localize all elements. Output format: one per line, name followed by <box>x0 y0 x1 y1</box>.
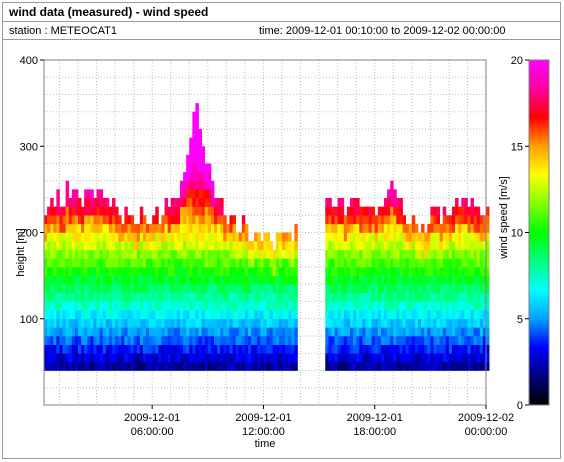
heatmap-cells <box>44 103 490 371</box>
colorbar-tick-label: 10 <box>511 228 523 240</box>
grid-lines <box>44 60 487 405</box>
colorbar-tick-label: 15 <box>511 141 523 153</box>
x-tick-label: 12:00:00 <box>242 426 285 438</box>
colorbar-tick-label: 0 <box>517 400 523 412</box>
x-tick-label: 2009-12-02 <box>458 412 514 424</box>
y-tick-label: 400 <box>20 55 38 67</box>
time-range-label: time: 2009-12-01 00:10:00 to 2009-12-02 … <box>259 25 506 37</box>
y-tick-label: 200 <box>20 228 38 240</box>
x-tick-label: 06:00:00 <box>131 426 174 438</box>
y-axis-label: height [m] <box>15 228 27 276</box>
colorbar <box>528 59 550 406</box>
x-tick-label: 2009-12-01 <box>347 412 403 424</box>
colorbar-tick-label: 5 <box>517 314 523 326</box>
info-bar: station : METEOCAT1 time: 2009-12-01 00:… <box>3 22 560 40</box>
colorbar-label: wind speed [m/s] <box>498 176 510 260</box>
title-bar: wind data (measured) - wind speed <box>3 3 560 22</box>
station-label: station : METEOCAT1 <box>9 25 117 37</box>
x-tick-label: 18:00:00 <box>353 426 396 438</box>
x-tick-label: 00:00:00 <box>465 426 508 438</box>
colorbar-tick-label: 20 <box>511 55 523 67</box>
y-tick-label: 100 <box>20 314 38 326</box>
x-tick-label: 2009-12-01 <box>235 412 291 424</box>
y-tick-label: 300 <box>20 141 38 153</box>
x-tick-label: 2009-12-01 <box>124 412 180 424</box>
x-axis-label: time <box>255 438 276 450</box>
chart-title: wind data (measured) - wind speed <box>9 5 209 19</box>
